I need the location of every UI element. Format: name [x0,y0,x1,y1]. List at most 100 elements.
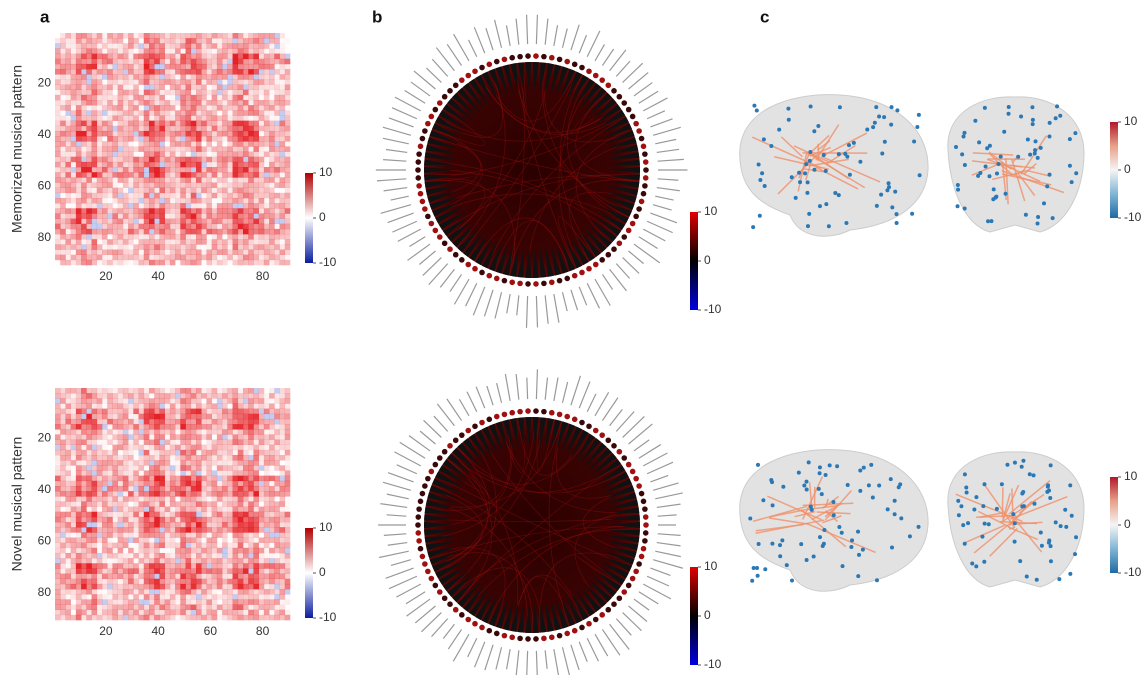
heatmap-cell [285,38,291,43]
heatmap-cell [217,95,223,100]
heatmap-cell [227,522,233,527]
heatmap-cell [118,610,124,615]
heatmap-cell [264,136,270,141]
heatmap-cell [149,43,155,48]
heatmap-cell [149,110,155,115]
heatmap-cell [285,522,291,527]
heatmap-cell [201,579,207,584]
node-dot [418,498,424,504]
heatmap-cell [118,85,124,90]
heatmap-cell [233,59,239,64]
node-dot [626,107,632,113]
heatmap-cell [196,434,202,439]
brain-node [962,131,966,135]
heatmap-cell [212,157,218,162]
colorbar [690,212,698,310]
heatmap-cell [206,450,212,455]
heatmap-cell [243,455,249,460]
heatmap-cell [238,69,244,74]
heatmap-cell [191,543,197,548]
heatmap-cell [180,424,186,429]
heatmap-cell [112,589,118,594]
heatmap-cell [76,414,82,419]
heatmap-cell [253,115,259,120]
heatmap-cell [201,183,207,188]
heatmap-cell [196,476,202,481]
heatmap-cell [201,239,207,244]
heatmap-cell [212,409,218,414]
heatmap-cell [159,69,165,74]
heatmap-cell [71,213,77,218]
heatmap-cell [86,54,92,59]
heatmap-cell [128,465,134,470]
heatmap-cell [154,481,160,486]
heatmap-cell [60,440,66,445]
heatmap-cell [196,115,202,120]
heatmap-cell [76,491,82,496]
heatmap-cell [269,568,275,573]
heatmap-cell [71,79,77,84]
heatmap-cell [86,100,92,105]
heatmap-cell [280,255,286,260]
heatmap-cell [92,403,98,408]
heatmap-cell [81,605,87,610]
node-label [383,160,406,162]
heatmap-cell [274,146,280,151]
node-label [389,576,417,588]
heatmap-cell [217,255,223,260]
node-dot [472,68,478,74]
heatmap-cell [165,183,171,188]
heatmap-cell [139,584,145,589]
heatmap-cell [264,414,270,419]
heatmap-cell [86,255,92,260]
heatmap-cell [71,538,77,543]
heatmap-cell [233,239,239,244]
heatmap-cell [139,481,145,486]
node-label [629,251,644,264]
heatmap-cell [165,434,171,439]
heatmap-cell [92,157,98,162]
heatmap-cell [217,131,223,136]
heatmap-cell [227,460,233,465]
heatmap-cell [186,255,192,260]
brain-node [895,108,899,112]
heatmap-cell [107,558,113,563]
heatmap-cell [196,208,202,213]
heatmap-cell [92,553,98,558]
heatmap-cell [81,568,87,573]
heatmap-cell [269,167,275,172]
heatmap-cell [191,219,197,224]
heatmap-cell [133,507,139,512]
heatmap-cell [65,198,71,203]
brain-node [1054,116,1058,120]
heatmap-cell [159,38,165,43]
node-label [379,551,409,557]
heatmap-cell [154,491,160,496]
heatmap [55,388,290,620]
heatmap-cell [269,54,275,59]
heatmap-cell [144,38,150,43]
heatmap-cell [86,74,92,79]
heatmap-cell [264,424,270,429]
heatmap-cell [154,33,160,38]
heatmap-cell [217,213,223,218]
brain-node [858,469,862,473]
heatmap-cell [81,393,87,398]
heatmap-cell [60,548,66,553]
heatmap-cell [65,429,71,434]
heatmap-cell [128,152,134,157]
heatmap-cell [71,440,77,445]
heatmap-cell [118,255,124,260]
heatmap-cell [76,172,82,177]
heatmap-cell [123,538,129,543]
heatmap-cell [227,419,233,424]
heatmap-cell [196,157,202,162]
heatmap-cell [133,157,139,162]
heatmap-cell [180,105,186,110]
heatmap-cell [144,33,150,38]
heatmap-cell [144,244,150,249]
heatmap-cell [97,213,103,218]
heatmap-cell [60,260,66,265]
heatmap-cell [112,255,118,260]
heatmap-cell [133,229,139,234]
